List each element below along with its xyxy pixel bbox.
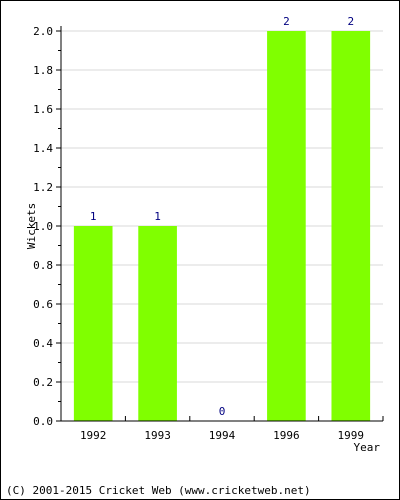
gridlines (61, 30, 383, 383)
x-tick-label: 1994 (209, 429, 236, 442)
x-tick-label: 1992 (80, 429, 107, 442)
bar-chart: 0.00.20.40.60.81.01.21.41.61.82.0 1992 19… (25, 15, 384, 454)
y-tick-label: 2.0 (33, 25, 53, 38)
x-tick-label: 1999 (338, 429, 365, 442)
y-tick-labels: 0.0 0.2 0.4 0.6 0.8 1.0 1.2 1.4 1.6 1.8 2.0 (33, 25, 53, 428)
data-label: 0 (219, 405, 226, 418)
bar (138, 226, 177, 421)
y-tick-label: 1.0 (33, 220, 53, 233)
bar (73, 226, 113, 421)
data-labels: 1 1 0 2 2 (90, 15, 354, 418)
x-axis-label: Year (354, 441, 381, 454)
y-tick-label: 0.8 (33, 259, 53, 272)
y-tick-label: 0.2 (33, 376, 53, 389)
y-tick-label: 1.6 (33, 103, 53, 116)
bar (331, 31, 371, 421)
y-tick-label: 0.0 (33, 415, 53, 428)
x-tick-label: 1993 (144, 429, 171, 442)
copyright-footer: (C) 2001-2015 Cricket Web (www.cricketwe… (6, 484, 311, 497)
data-label: 1 (90, 210, 97, 223)
x-tick-label: 1996 (273, 429, 300, 442)
data-label: 2 (347, 15, 354, 28)
y-tick-label: 1.4 (33, 142, 53, 155)
bar (267, 31, 306, 421)
y-axis-label: Wickets (25, 203, 38, 249)
x-tick-labels: 1992 1993 1994 1996 1999 (80, 429, 364, 442)
data-label: 1 (154, 210, 161, 223)
bars (73, 31, 371, 421)
y-tick-label: 1.2 (33, 181, 53, 194)
axes (56, 26, 384, 422)
y-tick-label: 1.8 (33, 64, 53, 77)
y-tick-label: 0.6 (33, 298, 53, 311)
y-tick-label: 0.4 (33, 337, 53, 350)
data-label: 2 (283, 15, 290, 28)
